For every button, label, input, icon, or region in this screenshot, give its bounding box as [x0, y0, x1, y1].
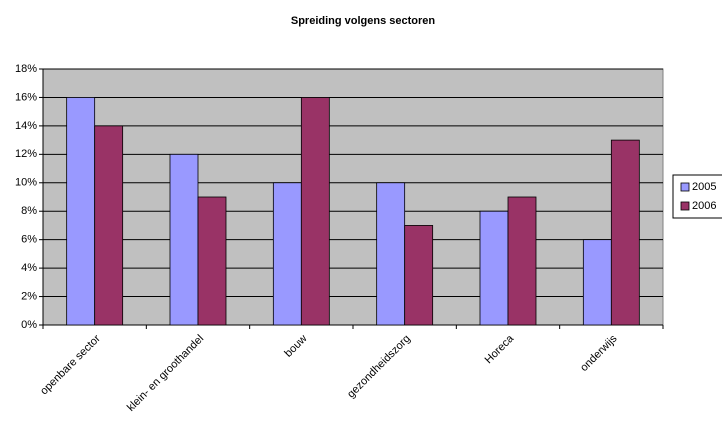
legend-swatch: [680, 201, 690, 211]
x-tick-label: openbare sector: [38, 332, 103, 397]
bar: [300, 97, 330, 326]
y-tick-label: 0%: [21, 319, 37, 331]
plot-area: [42, 68, 664, 326]
y-tick-label: 2%: [21, 290, 37, 302]
bar: [404, 225, 434, 326]
x-tick-label: onderwijs: [578, 332, 620, 374]
x-tick-label: Horeca: [483, 332, 517, 366]
legend-label: 2006: [692, 200, 716, 212]
bar: [582, 239, 612, 326]
y-tick-label: 18%: [15, 63, 37, 75]
bar: [197, 196, 227, 326]
y-tick-label: 16%: [15, 91, 37, 103]
y-tick-label: 10%: [15, 177, 37, 189]
y-tick-label: 4%: [21, 262, 37, 274]
legend-swatch: [680, 182, 690, 192]
x-tick-label: gezondheidszorg: [345, 333, 413, 401]
bar: [479, 210, 509, 326]
legend-box: [672, 174, 722, 219]
bar: [169, 153, 199, 326]
x-tick-label: bouw: [282, 333, 309, 360]
bar: [66, 97, 96, 326]
bar: [272, 182, 302, 326]
bar: [376, 182, 406, 326]
y-tick-label: 8%: [21, 205, 37, 217]
x-tick-label: klein- en groothandel: [125, 333, 206, 414]
y-tick-label: 14%: [15, 120, 37, 132]
bar: [507, 196, 537, 326]
bar: [610, 139, 640, 326]
bar: [94, 125, 124, 326]
y-tick-label: 12%: [15, 148, 37, 160]
legend-label: 2005: [692, 181, 716, 193]
chart-title: Spreiding volgens sectoren: [291, 15, 436, 27]
y-tick-label: 6%: [21, 234, 37, 246]
